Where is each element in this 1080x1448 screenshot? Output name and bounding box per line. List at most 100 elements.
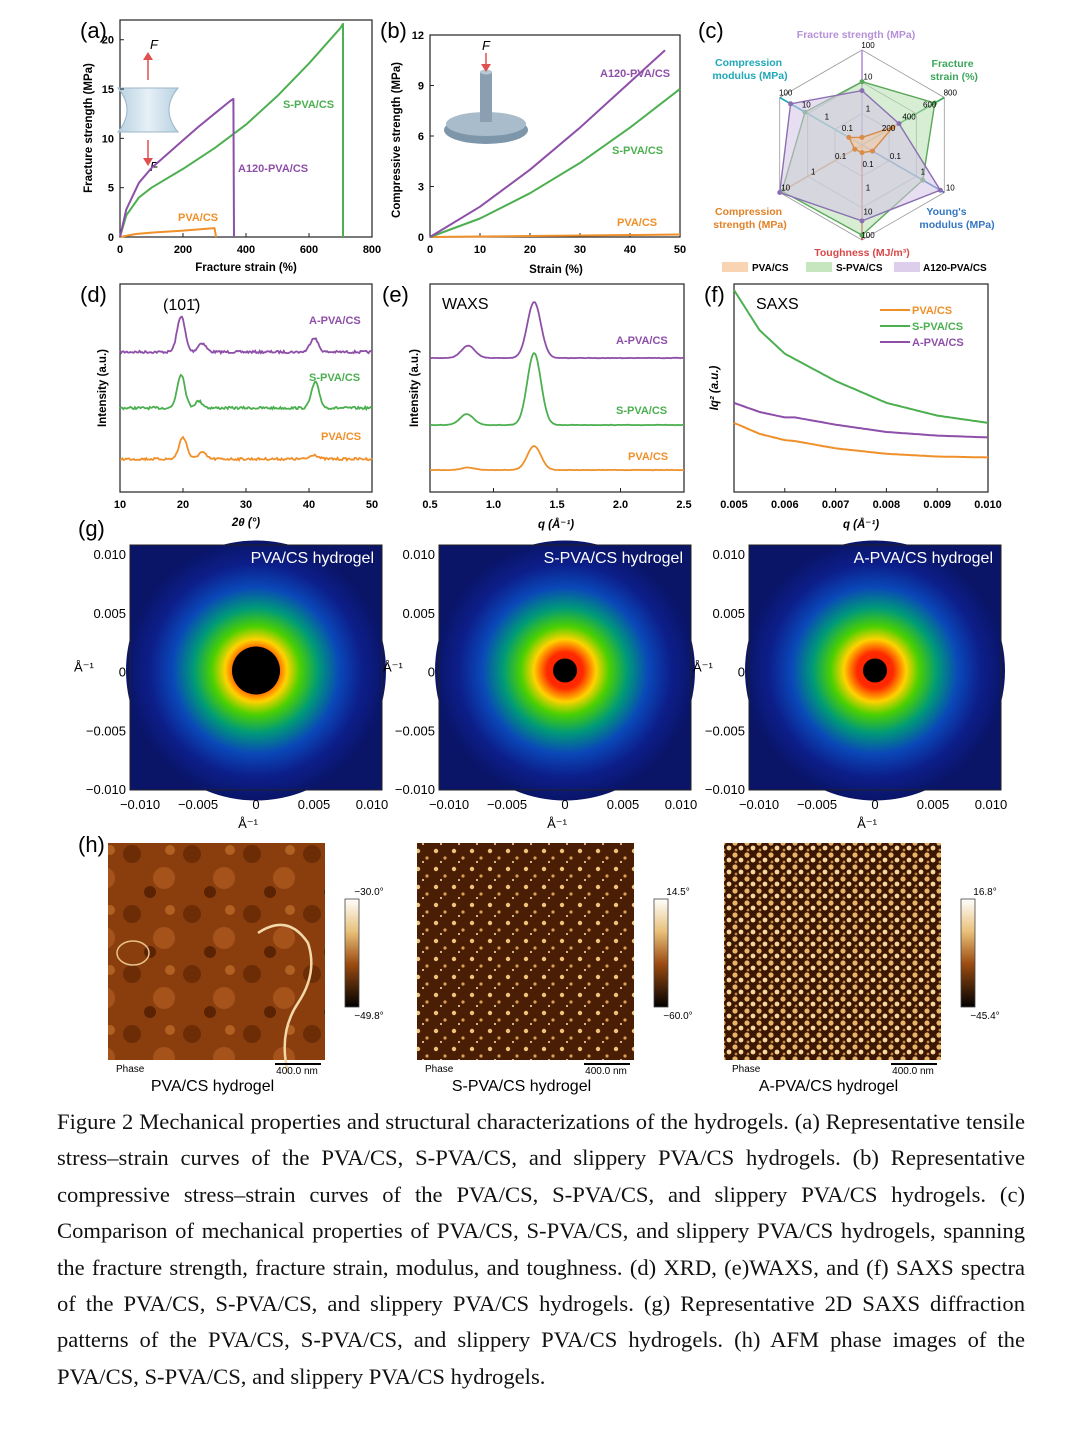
radar-tick-label: 0.1: [890, 152, 902, 161]
saxs-yunit: Å⁻¹: [693, 660, 714, 675]
saxs-ytick-label: −0.010: [705, 782, 745, 797]
panel-f-legend-a: A-PVA/CS: [912, 337, 964, 349]
radar-axis-toughness: Toughness (MJ/m³): [814, 247, 909, 259]
figure: (a) F F Fracture strength (MPa) Fracture…: [74, 18, 1007, 1095]
radar-tick-label: 100: [861, 41, 875, 50]
panel-b-xtick-label: 10: [474, 244, 486, 256]
radar-tick-label: 1: [825, 112, 830, 121]
panel-b-xtick-label: 50: [674, 244, 686, 256]
panel-d-xtick-label: 30: [240, 499, 252, 511]
radar-point: [870, 148, 875, 154]
panel-f-xtick-label: 0.008: [873, 499, 901, 511]
panel-b-force: F: [482, 38, 491, 53]
panel-b-xtick-label: 40: [624, 244, 636, 256]
radar-axis-cstrength-text2: strength (MPa): [713, 219, 787, 231]
saxs-title: A-PVA/CS hydrogel: [854, 550, 993, 567]
saxs-ytick-label: −0.005: [395, 723, 435, 738]
radar-axis-strength: Fracture strength (MPa): [797, 29, 915, 41]
panel-a-series-s-pva-cs: [119, 22, 344, 238]
panel-b-xtick-label: 20: [524, 244, 536, 256]
afm-colorbar: [653, 898, 669, 1008]
saxs-image-1: PVA/CS hydrogel 0.010 0.005 0 −0.005 −0.010 Å⁻…: [74, 540, 388, 831]
panel-e: (e) WAXS Intensity (a.u.) q (Å⁻¹) A-PVA/…: [382, 282, 692, 531]
afm-scale-label: 400.0 nm: [585, 1066, 627, 1077]
panel-d-peak-label: (101̄): [163, 297, 200, 314]
panel-a-arrowhead-down: [143, 158, 153, 166]
panel-a: (a) F F Fracture strength (MPa) Fracture…: [80, 18, 381, 274]
afm-title: PVA/CS hydrogel: [151, 1078, 274, 1095]
radar-tick-label: 0.1: [842, 124, 854, 133]
panel-f: (f) SAXS Iq² (a.u.) q (Å⁻¹) PVA/CS S-PVA…: [704, 282, 1002, 531]
radar-tick-label: 400: [902, 112, 916, 121]
panel-d-label-s: S-PVA/CS: [309, 372, 360, 384]
radar-point: [859, 79, 865, 85]
radar-tick-label: 1: [811, 168, 816, 177]
panel-a-ticks: 0 200 400 600 800 0 5 10 15 20: [102, 35, 381, 256]
panel-b-xtick-label: 30: [574, 244, 586, 256]
panel-d-ticks: 10 20 30 40 50: [114, 488, 378, 511]
panel-a-ylabel: Fracture strength (MPa): [83, 63, 95, 193]
radar-point: [932, 100, 938, 106]
panel-h-letter: (h): [78, 832, 105, 857]
panel-b-rod: [480, 72, 492, 122]
panel-d-xlabel: 2θ (°): [231, 517, 260, 529]
panel-h-images: 400.0 nm Phase PVA/CS hydrogel −30.0° −49.8°…: [108, 843, 1000, 1095]
saxs-frame: [129, 544, 383, 791]
saxs-ytick-label: 0: [119, 665, 126, 680]
panel-f-xtick-label: 0.010: [974, 499, 1002, 511]
panel-a-label-pva: PVA/CS: [178, 212, 218, 224]
saxs-ytick-label: 0.005: [402, 606, 435, 621]
saxs-frame: [438, 544, 692, 791]
panel-f-xlabel: q (Å⁻¹): [843, 518, 879, 531]
panel-f-xtick-label: 0.006: [771, 499, 799, 511]
panel-b-top: [446, 112, 526, 136]
radar-tick-label: 10: [781, 184, 790, 193]
saxs-xtick-label: −0.010: [429, 797, 469, 812]
saxs-ytick-label: 0: [738, 665, 745, 680]
saxs-ytick-label: −0.010: [395, 782, 435, 797]
panel-a-xtick-label: 0: [117, 244, 123, 256]
radar-axis-strain: Fracture strain (%): [930, 58, 978, 83]
panel-f-curves: [733, 289, 989, 459]
radar-tick-label: 10: [802, 100, 811, 109]
radar-tick-label: 100: [861, 231, 875, 240]
panel-b-arrowhead: [481, 64, 491, 72]
afm-feature: [116, 940, 150, 966]
figure-caption: Figure 2 Mechanical properties and struc…: [57, 1109, 1025, 1389]
panel-b-ytick-label: 9: [418, 81, 424, 93]
panel-c-letter: (c): [698, 18, 724, 43]
panel-e-ylabel: Intensity (a.u.): [409, 349, 421, 427]
panel-b-label-s: S-PVA/CS: [612, 145, 663, 157]
legend-pva: PVA/CS: [752, 263, 789, 274]
panel-b-letter: (b): [380, 18, 407, 43]
panel-a-arrowhead-up: [143, 52, 153, 60]
panel-f-letter: (f): [704, 282, 725, 307]
panel-e-curves: [429, 301, 685, 472]
panel-g: (g) PVA/CS hydrogel 0.010 0.005 0 −0.005 −0.0…: [74, 516, 1007, 831]
saxs-ytick-label: 0.010: [712, 547, 745, 562]
panel-a-specimen: [116, 87, 180, 133]
panel-e-series-s-pva-cs: [429, 351, 685, 427]
panel-a-ytick-label: 5: [108, 183, 114, 195]
saxs-ytick-label: −0.005: [705, 723, 745, 738]
panel-f-ylabel: Iq² (a.u.): [709, 365, 721, 410]
panel-b-xlabel: Strain (%): [529, 264, 583, 276]
panel-a-xtick-label: 400: [237, 244, 255, 256]
panel-b: (b) F Compressive strength (MPa) Strain …: [380, 18, 686, 276]
radar-point: [859, 134, 865, 140]
radar-tick-label: 600: [923, 100, 937, 109]
radar-point: [852, 146, 858, 152]
afm-phase-label: Phase: [425, 1064, 454, 1075]
afm-image-2: 400.0 nm Phase S-PVA/CS hydrogel 14.5° −60.0…: [417, 843, 693, 1095]
afm-feature: [257, 923, 313, 1074]
panel-e-xtick-label: 1.0: [486, 499, 501, 511]
panel-d-xtick-label: 10: [114, 499, 126, 511]
afm-colorbar: [960, 898, 976, 1008]
panel-d-ylabel: Intensity (a.u.): [97, 349, 109, 427]
panel-b-label-pva: PVA/CS: [617, 217, 657, 229]
panel-a-label-a: A120-PVA/CS: [238, 163, 308, 175]
panel-c-legend: PVA/CS S-PVA/CS A120-PVA/CS: [722, 262, 987, 274]
radar-axis-young: Young's modulus (MPa): [919, 206, 994, 231]
radar-axis-cmodulus-text: Compression: [715, 57, 782, 69]
panel-f-title: SAXS: [756, 296, 799, 313]
